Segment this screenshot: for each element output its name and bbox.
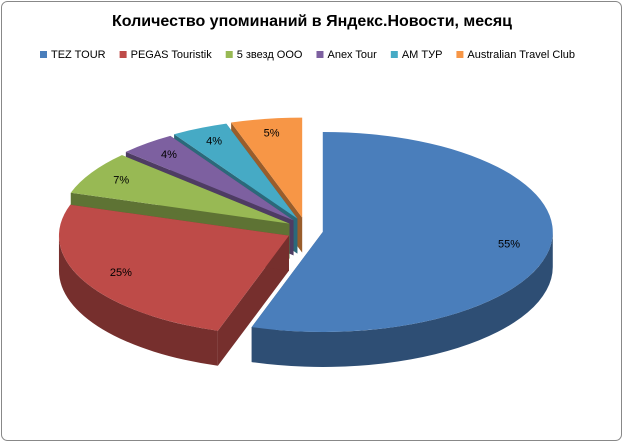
- slice-side: [58, 235, 218, 366]
- slice: [70, 155, 290, 224]
- legend-label: TEZ TOUR: [51, 49, 106, 61]
- slice: [58, 204, 289, 331]
- legend-swatch: [456, 51, 464, 58]
- legend-label: Anex Tour: [327, 49, 377, 61]
- slice-side: [251, 231, 553, 367]
- legend-swatch: [316, 51, 324, 58]
- legend-label: 5 звезд ООО: [237, 49, 303, 61]
- value-label: 7%: [113, 174, 129, 186]
- value-label: 5%: [264, 128, 280, 140]
- chart-title: Количество упоминаний в Яндекс.Новости, …: [112, 13, 512, 30]
- value-label: 55%: [498, 239, 520, 251]
- legend-label: АМ ТУР: [402, 49, 443, 61]
- legend-label: PEGAS Touristik: [131, 49, 213, 61]
- value-label: 4%: [161, 149, 177, 161]
- slice: [231, 117, 303, 218]
- slice-wall: [217, 235, 289, 366]
- slice: [125, 135, 294, 221]
- legend-swatch: [225, 51, 233, 58]
- value-label: 4%: [206, 136, 222, 148]
- legend-swatch: [390, 51, 398, 58]
- value-label: 25%: [110, 267, 132, 279]
- slice: [251, 131, 553, 332]
- legend-swatch: [40, 51, 47, 58]
- legend-label: Australian Travel Club: [467, 49, 575, 61]
- legend-swatch: [119, 51, 127, 58]
- slice: [174, 123, 298, 219]
